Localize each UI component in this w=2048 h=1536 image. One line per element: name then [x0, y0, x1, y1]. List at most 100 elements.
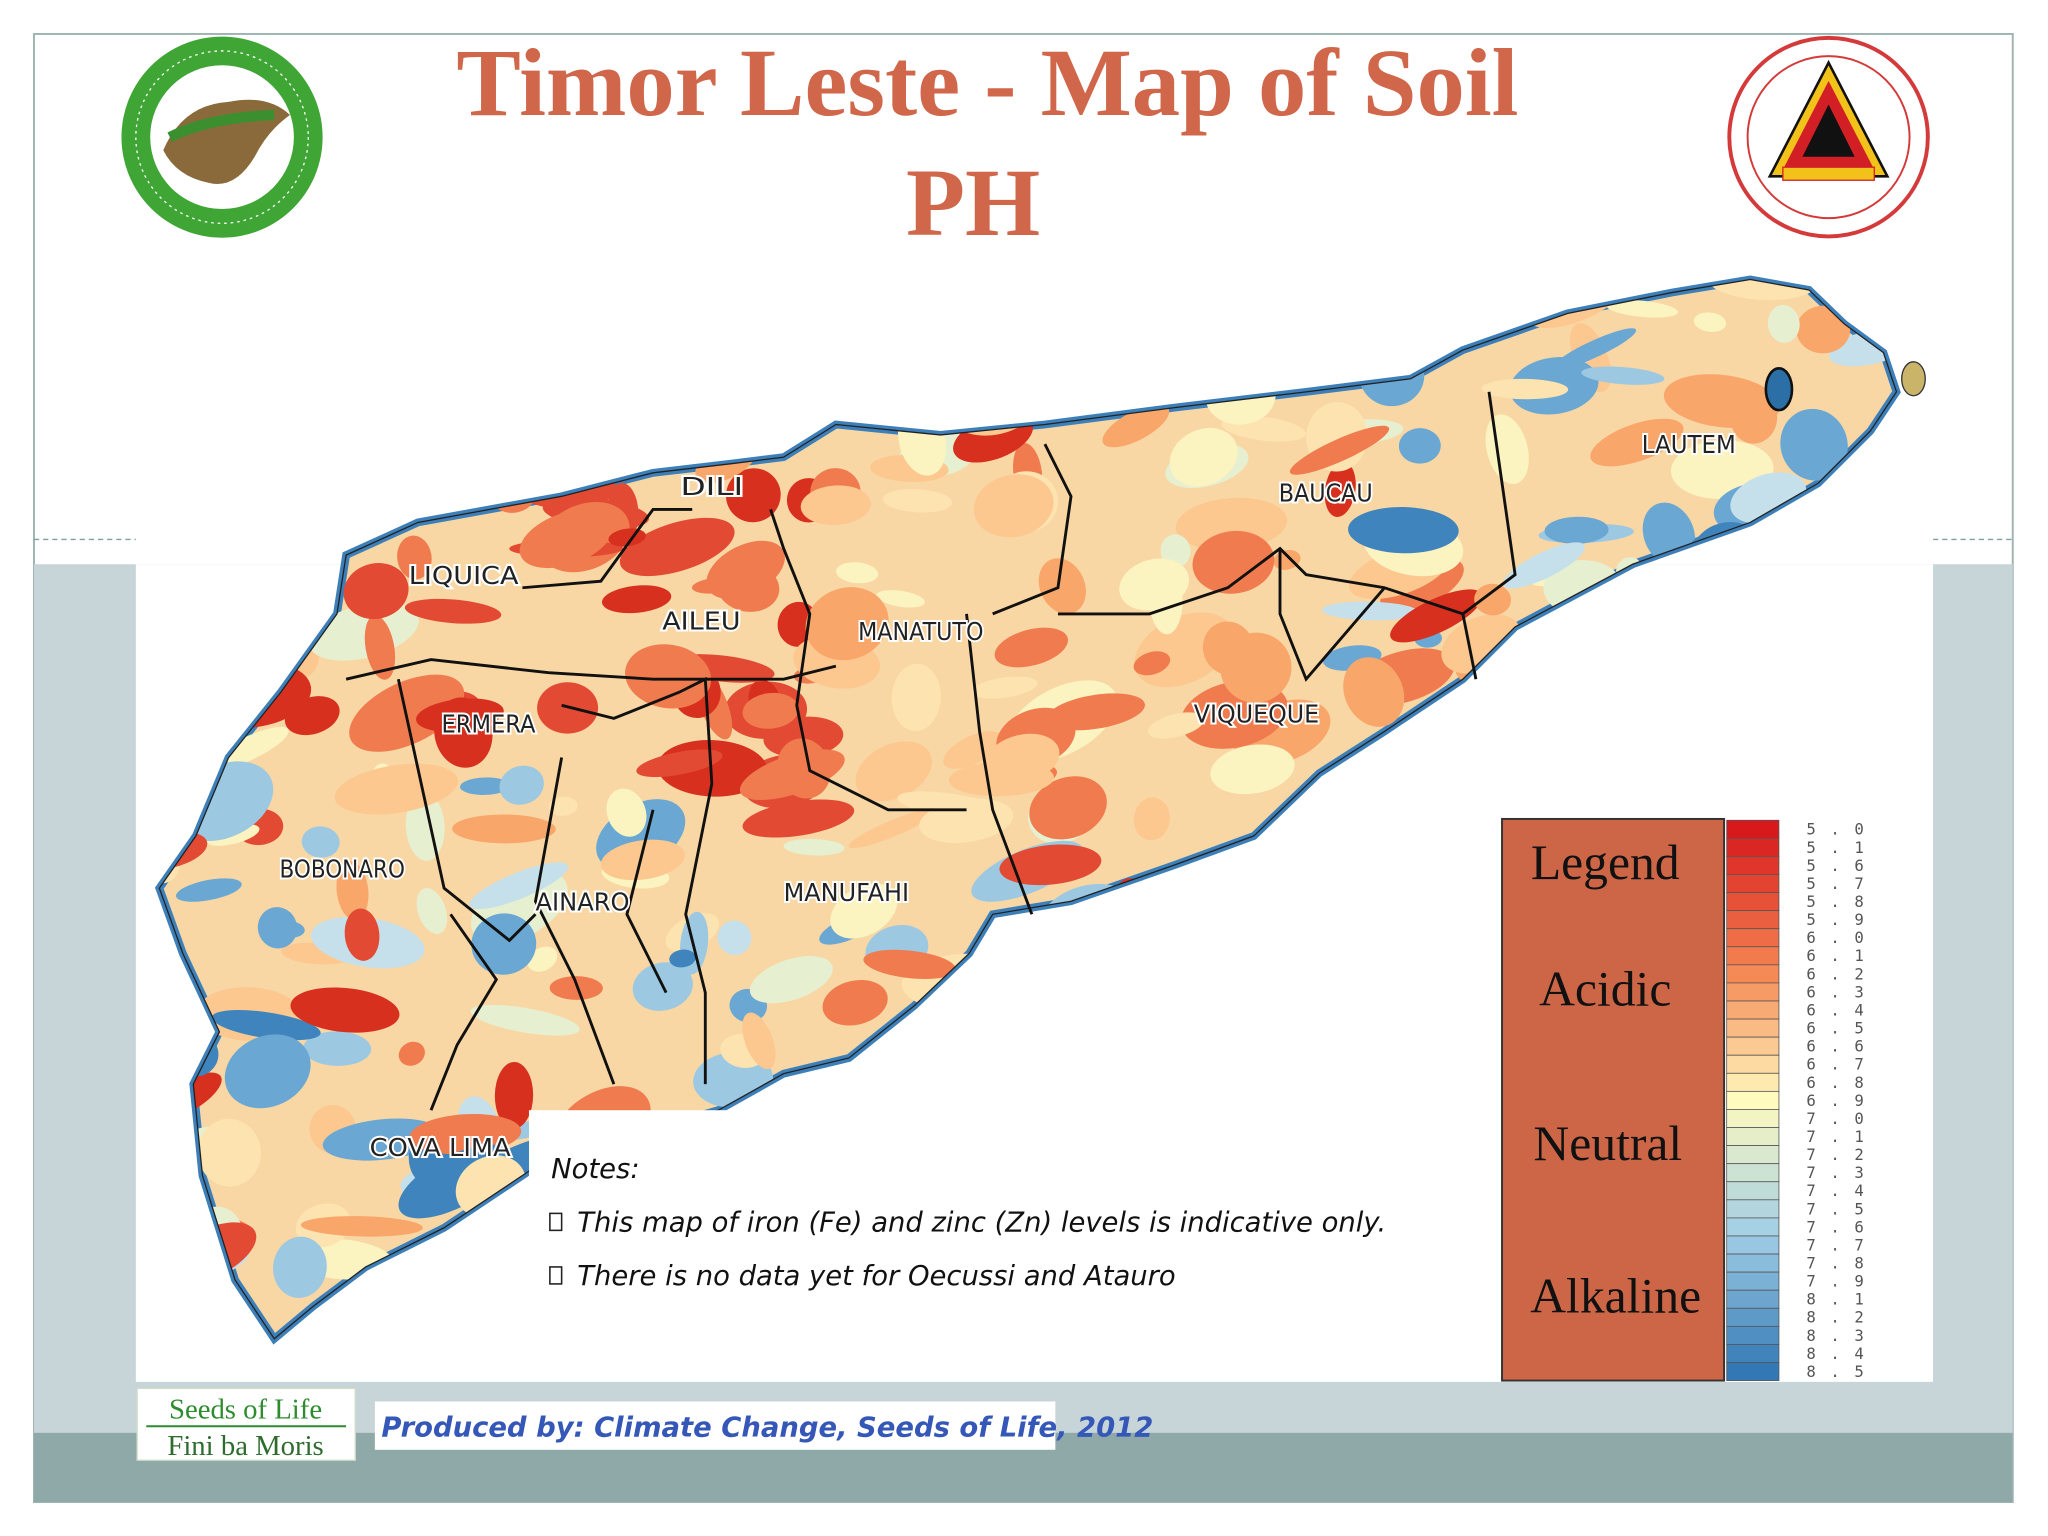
legend-value: 5.9 [1806, 910, 1863, 929]
legend-value: 7.9 [1806, 1272, 1863, 1291]
title: PH [906, 149, 1040, 256]
soil-patch [1322, 601, 1419, 621]
soil-patch [549, 976, 603, 1000]
legend-value: 6.7 [1806, 1055, 1863, 1074]
legend-swatch [1726, 1199, 1780, 1219]
legend-value: 8.2 [1806, 1308, 1863, 1327]
soil-patch [301, 826, 340, 858]
district-borders [345, 391, 1517, 1111]
soil-patch [742, 1012, 776, 1070]
soil-patch [364, 615, 396, 680]
legend-value: 6.1 [1806, 946, 1863, 965]
soil-patch [1796, 305, 1851, 354]
soil-patch [1780, 408, 1848, 481]
credit-box [374, 1401, 1056, 1450]
soil-patch [882, 489, 953, 513]
title: Timor Leste - Map of Soil [456, 29, 1518, 136]
soil-patch [994, 627, 1068, 668]
soil-patch [1552, 328, 1637, 370]
soil-patch [1767, 304, 1800, 343]
legend-title: Legend [1531, 835, 1680, 890]
legend-swatch [1726, 874, 1780, 893]
lake [1764, 367, 1794, 412]
soil-patch [1481, 378, 1569, 400]
soil-patch [211, 1010, 321, 1041]
soil-patch [267, 920, 305, 939]
soil-patch [452, 814, 556, 844]
region-label: VIQUEQUE [1194, 699, 1319, 728]
legend-value: 6.0 [1806, 928, 1863, 947]
region-label: LIQUICA [409, 561, 519, 590]
region-label: LAUTEM [1642, 430, 1736, 459]
legend-swatch [1726, 1036, 1780, 1056]
soil-patch [891, 663, 941, 732]
legend-swatch [1726, 1344, 1780, 1363]
soil-patch [397, 535, 432, 580]
legend-value: 8.5 [1806, 1362, 1863, 1381]
soil-patch [1210, 744, 1295, 795]
soil-patch [1398, 428, 1441, 464]
legend-swatch [1726, 1145, 1780, 1165]
legend-value: 7.3 [1806, 1163, 1863, 1182]
legend-value: 7.0 [1806, 1109, 1863, 1128]
legend-swatch [1726, 856, 1780, 875]
soil-patch [1029, 776, 1107, 840]
soil-patch [459, 777, 511, 795]
legend-swatch [1726, 1163, 1780, 1183]
soil-patch [416, 888, 448, 934]
soil-patch [290, 987, 400, 1033]
legend-box [1501, 817, 1726, 1382]
soil-patch [1343, 657, 1405, 727]
legend-value: 8.1 [1806, 1290, 1863, 1309]
legend-class: Alkaline [1530, 1269, 1701, 1324]
soil-patch [848, 808, 938, 849]
legend-value: 7.5 [1806, 1199, 1863, 1218]
legend-value: 8.4 [1806, 1344, 1863, 1363]
legend-swatch [1726, 1217, 1780, 1237]
ministry-logo [121, 36, 323, 238]
legend-swatch [1726, 819, 1780, 839]
legend-value: 6.8 [1806, 1073, 1863, 1092]
legend-swatch [1726, 1307, 1780, 1327]
soil-patch [1730, 391, 1778, 444]
note-item: There is no data yet for Oecussi and Ata… [577, 1261, 1175, 1292]
soil-patch [1133, 651, 1171, 676]
soil-patch [224, 1034, 311, 1109]
soil-patch [404, 598, 502, 624]
seeds-logo [136, 1387, 356, 1461]
legend-value: 7.8 [1806, 1254, 1863, 1273]
soil-patch [625, 644, 712, 709]
soil-patch [943, 731, 1003, 769]
credit: Produced by: Climate Change, Seeds of Li… [381, 1413, 1153, 1444]
soil-patch [470, 1004, 580, 1036]
soil-patch [973, 474, 1054, 538]
soil-patch [1289, 425, 1390, 475]
region-label: AILEU [662, 607, 740, 636]
soil-patch [300, 1216, 423, 1237]
soil-patch [1485, 414, 1529, 485]
soil-patch [606, 788, 647, 837]
legend-swatch [1726, 1235, 1780, 1255]
soil-patch [669, 949, 696, 968]
soil-patch [948, 761, 1054, 797]
soil-patch [822, 979, 888, 1026]
legend-value: 6.3 [1806, 982, 1863, 1001]
legend-value: 6.9 [1806, 1091, 1863, 1110]
soil-patch [1544, 516, 1609, 544]
soil-patch [548, 796, 578, 816]
soil-patch [717, 920, 752, 955]
soil-patch [334, 763, 458, 815]
soil-patch [1502, 542, 1585, 589]
soil-patch [197, 1118, 261, 1187]
bullet [549, 1212, 563, 1232]
legend-value: 6.5 [1806, 1019, 1863, 1038]
legend-value: 6.4 [1806, 1000, 1863, 1019]
legend-value: 5.8 [1806, 892, 1863, 911]
soil-patch [494, 1061, 534, 1129]
legend-swatch [1726, 1000, 1780, 1020]
soil-patch [336, 861, 369, 921]
note-item: This map of iron (Fe) and zinc (Zn) leve… [577, 1208, 1386, 1239]
legend-swatch [1726, 1289, 1780, 1309]
soil-patch [469, 862, 569, 910]
